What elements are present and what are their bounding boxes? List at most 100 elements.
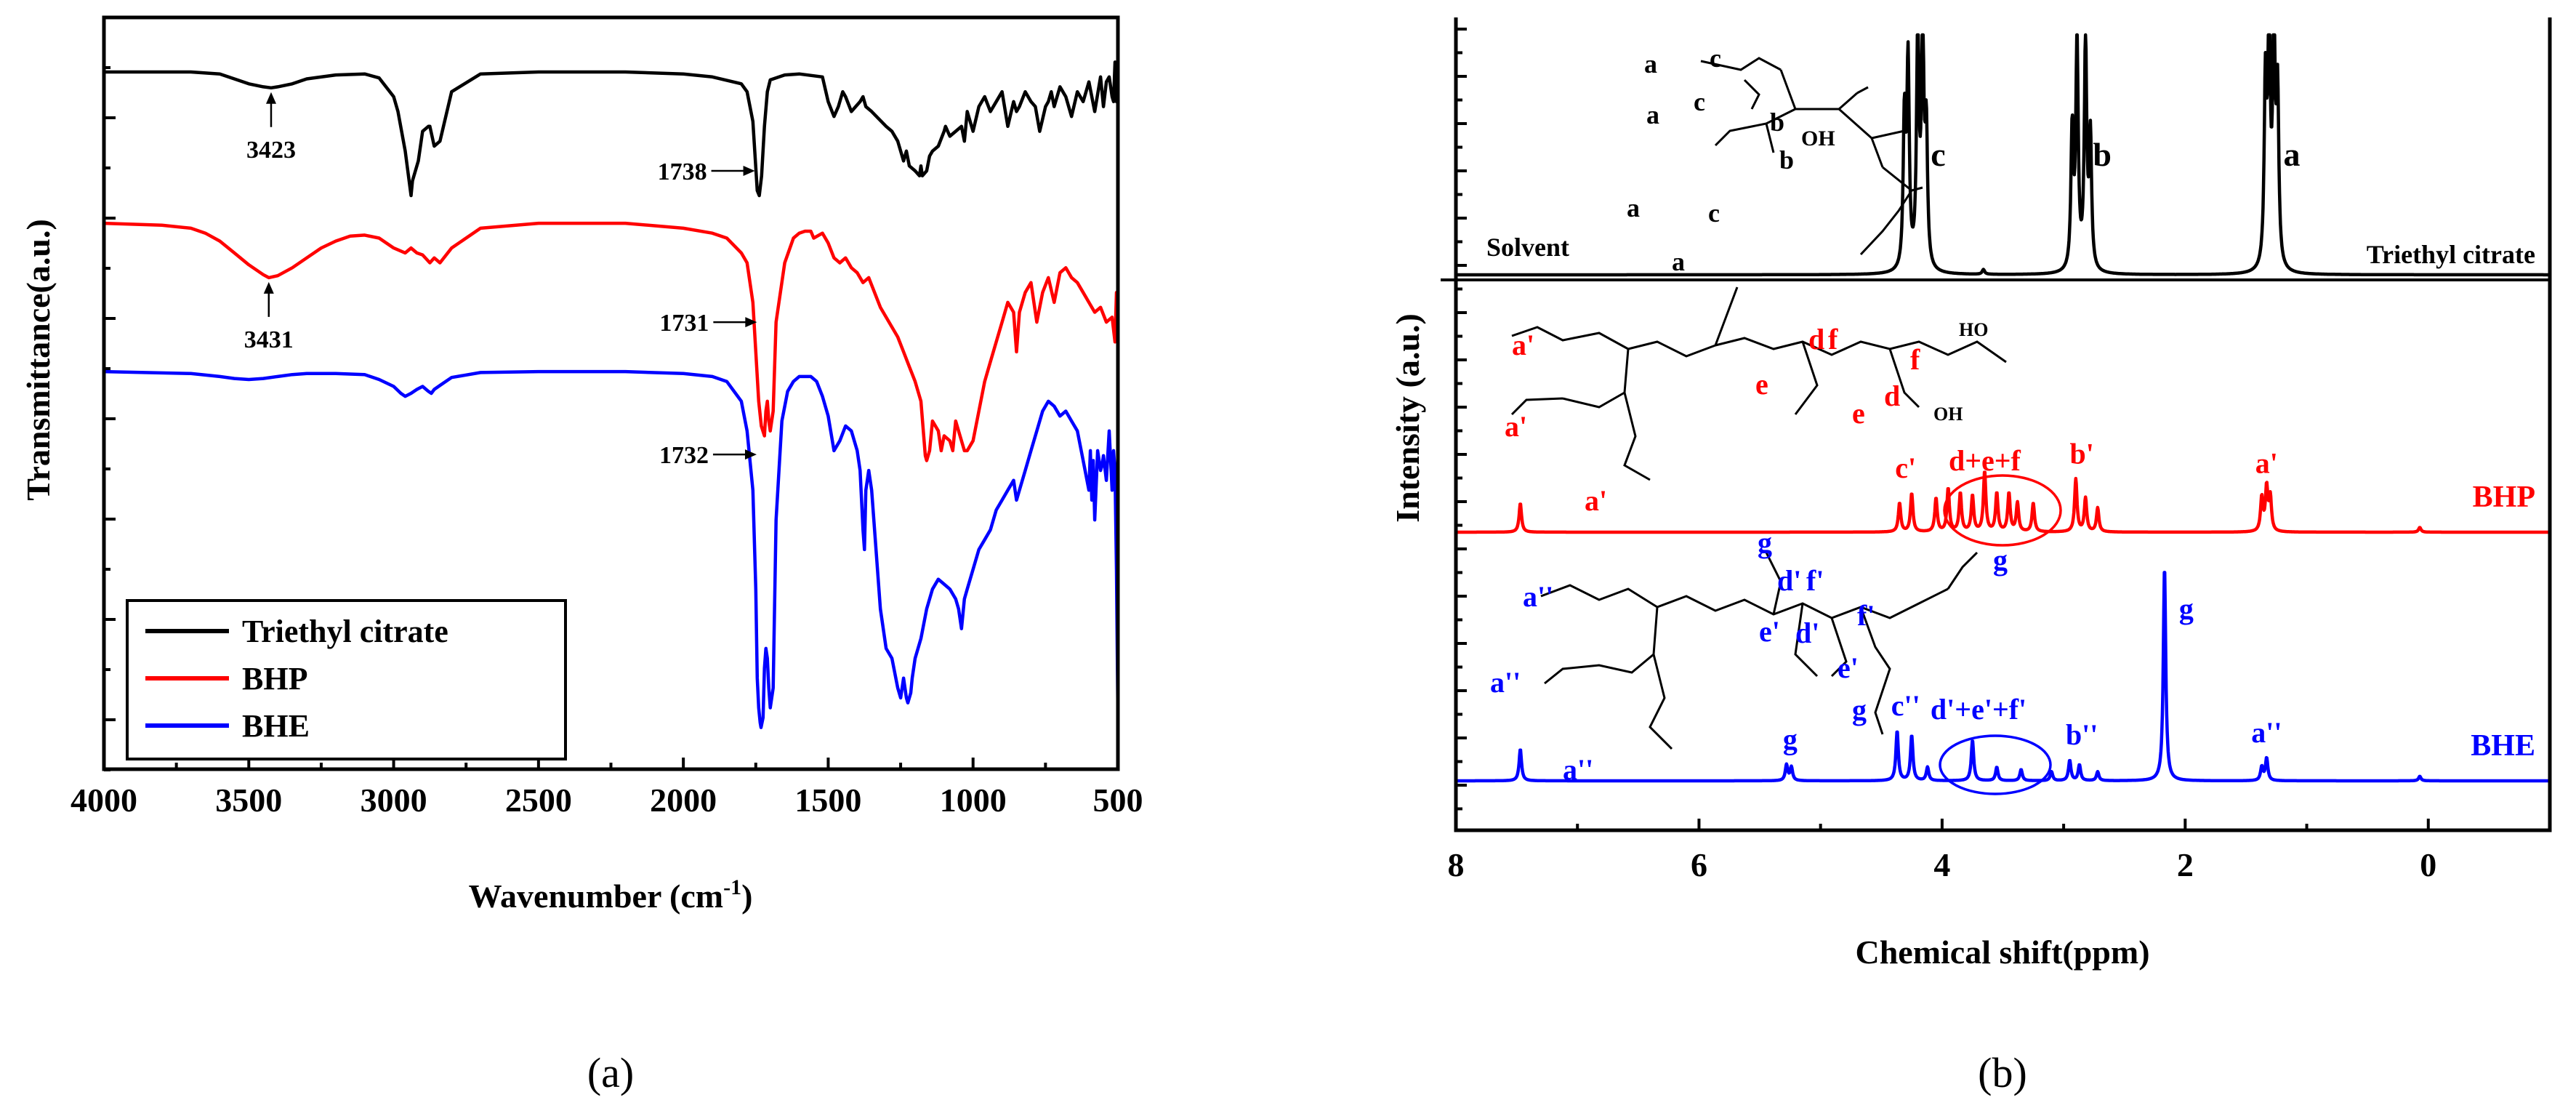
bhe-label-e-prime: e' [1838,651,1859,684]
nmr-series [1454,33,2551,783]
series-line-triethyl-citrate [104,60,1120,198]
legend-label: BHP [242,661,307,696]
bhe-label-a-double-prime: a'' [1563,753,1593,786]
nmr-series-label: Triethyl citrate [2367,240,2535,269]
annotation-label: 1731 [659,310,709,337]
legend-label: BHE [242,708,310,744]
tec-label-c: c [1694,87,1705,116]
bhe-label-g: g [1993,544,2008,577]
annotation-arrowhead [743,166,755,176]
annotation-label: 1738 [658,158,707,185]
annotation-label: 1732 [659,442,709,469]
x-tick-label: 2 [2177,846,2194,883]
x-tick-label: 1000 [940,782,1007,819]
nmr-y-axis-label: Intensity (a.u.) [1389,313,1426,523]
nmr-series-label: BHE [2471,729,2535,763]
panel-b-label: (b) [1978,1049,2027,1096]
annotation-arrowhead [263,281,274,294]
bhe-label-f-prime: f' [1806,564,1824,597]
annotation-arrowhead [265,92,276,104]
triethyl-citrate-structure: a c a c b OH a b c a [1627,44,1923,276]
x-tick-label: 2500 [505,782,572,819]
ftir-series [103,60,1120,729]
bhp-label-d: d [1884,380,1900,412]
nmr-peak-label: a' [2255,447,2278,480]
bhe-label-g: g [1758,526,1772,559]
x-tick-label: 4000 [71,782,137,819]
series-line-bhp [103,221,1120,462]
nmr-peak-label: b'' [2066,718,2098,751]
x-tick-label: 6 [1691,846,1707,883]
annotation-arrowhead [744,449,757,460]
annotation-arrowhead [745,317,757,328]
tec-label-oh: OH [1801,127,1835,150]
nmr-peak-label: d+e+f [1949,444,2021,477]
nmr-peak-label: c' [1895,451,1916,484]
nmr-series-label: BHP [2473,481,2535,514]
bhp-structure: a' a' a' d f e f d e HO OH [1505,286,2007,517]
legend-label: Triethyl citrate [242,614,448,649]
bhe-label-d-prime: d' [1795,617,1819,649]
x-tick-label: 0 [2420,846,2436,883]
bhp-label-a-prime: a' [1585,484,1607,517]
nmr-x-tick-labels: 8 6 4 2 0 [1448,846,2437,883]
ftir-y-axis-label: Transmittance(a.u.) [20,219,57,501]
panel-a-label: (a) [587,1049,634,1096]
nmr-plot-frame [1454,17,2552,832]
series-line-bhe [103,369,1120,729]
x-tick-label: 1500 [794,782,861,819]
x-tick-label: 4 [1933,846,1950,883]
bhp-label-e: e [1755,368,1768,401]
bhp-def-ellipse [1943,474,2062,547]
tec-label-b: b [1779,145,1794,174]
bhp-label-d: d [1808,323,1824,356]
ftir-x-axis-label: Wavenumber (cm-1) [469,875,753,915]
bhe-label-e-prime: e' [1759,615,1780,648]
bhe-label-a-double-prime: a'' [1523,580,1553,613]
tec-label-c: c [1710,44,1721,73]
tec-label-a: a [1672,247,1685,276]
nmr-peak-label: a'' [2251,716,2282,749]
tec-label-a: a [1627,193,1640,222]
nmr-peak-label: g [1783,723,1798,755]
bhe-label-f-prime: f' [1857,599,1875,632]
bhp-label-a-prime: a' [1512,329,1534,361]
nmr-peak-label: b' [2070,437,2094,470]
nmr-peak-label: b [2093,136,2112,173]
bhp-label-oh: OH [1933,404,1963,425]
x-tick-label: 500 [1093,782,1143,819]
nmr-spectrum-bhe [1454,571,2551,783]
nmr-peak-label: g [2179,593,2194,625]
solvent-label: Solvent [1486,233,1569,262]
annotation-label: 3423 [246,137,296,164]
nmr-peak-label: c'' [1891,689,1920,722]
ftir-annotations: 3423 3431 1738 1731 1732 [244,92,757,469]
nmr-panel: Intensity (a.u.) a c a c b OH a b c a a'… [1389,17,2552,1096]
ftir-plot-frame [102,15,1120,771]
bhe-label-a-double-prime: a'' [1490,666,1521,699]
annotation-label: 3431 [244,326,294,353]
bhe-structure: g g g a'' a'' a'' d' f' f' e' d' e' [1490,526,2008,786]
x-tick-label: 3500 [215,782,282,819]
bhe-def-ellipse [1939,734,2052,795]
bhp-label-f: f [1910,343,1920,376]
tec-label-b: b [1770,108,1784,137]
tec-label-a: a [1644,49,1657,79]
nmr-peak-label: d'+e'+f' [1931,693,2026,726]
bhp-label-ho: HO [1959,319,1988,340]
bhp-label-f: f [1828,323,1838,356]
tec-label-a: a [1646,100,1659,129]
nmr-peak-labels: Triethyl citrate Solvent c b a BHP c' d+e+f b' a'… [1486,136,2535,763]
nmr-spectrum-bhp [1454,470,2551,534]
tec-label-c: c [1708,198,1720,228]
nmr-peak-label: a [2284,136,2301,173]
bhe-label-d-prime: d' [1777,564,1801,597]
bhp-label-e: e [1852,397,1865,430]
x-tick-label: 3000 [361,782,427,819]
nmr-spectrum-triethyl-citrate [1454,33,2551,277]
ftir-legend: Triethyl citrate BHP BHE [126,599,567,760]
x-tick-label: 8 [1448,846,1465,883]
bhe-label-g: g [1852,694,1867,726]
nmr-peak-label: c [1931,136,1945,173]
